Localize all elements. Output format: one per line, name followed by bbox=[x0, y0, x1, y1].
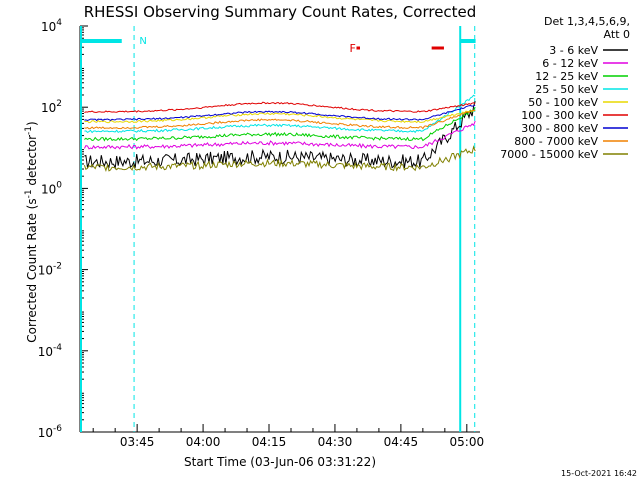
legend-entry-label: 3 - 6 keV bbox=[549, 44, 598, 57]
plot-frame bbox=[79, 26, 480, 433]
flare-label: F bbox=[349, 42, 355, 55]
legend-entry-label: 6 - 12 keV bbox=[542, 57, 598, 70]
series-line-8 bbox=[83, 145, 476, 172]
series-line-3 bbox=[84, 94, 476, 134]
series-line-7 bbox=[84, 109, 476, 130]
legend-entry-label: 50 - 100 keV bbox=[528, 96, 598, 109]
night-label: N bbox=[139, 36, 146, 47]
legend-entry-label: 25 - 50 keV bbox=[535, 83, 598, 96]
series-line-2 bbox=[84, 107, 476, 142]
legend-entry-label: 800 - 7000 keV bbox=[514, 135, 598, 148]
legend-entry-label: 12 - 25 keV bbox=[535, 70, 598, 83]
y-tick-label: 10-6 bbox=[38, 424, 63, 440]
legend-header-line1: Det 1,3,4,5,6,9, bbox=[544, 15, 630, 28]
x-tick-label: 04:00 bbox=[186, 435, 221, 449]
chart-title: RHESSI Observing Summary Count Rates, Co… bbox=[84, 3, 477, 21]
y-axis-label: Corrected Count Rate (s-1 detector-1) bbox=[24, 121, 39, 342]
x-tick-label: 05:00 bbox=[450, 435, 485, 449]
x-tick-label: 04:30 bbox=[318, 435, 353, 449]
legend-header-line2: Att 0 bbox=[604, 28, 630, 41]
footer-date: 15-Oct-2021 16:42 bbox=[561, 469, 637, 478]
x-tick-label: 04:45 bbox=[384, 435, 419, 449]
y-tick-label: 102 bbox=[41, 99, 62, 115]
legend-entry-label: 7000 - 15000 keV bbox=[500, 148, 598, 161]
y-tick-label: 100 bbox=[41, 180, 62, 196]
x-axis-label: Start Time (03-Jun-06 03:31:22) bbox=[184, 455, 376, 469]
series-line-1 bbox=[83, 120, 476, 150]
series-line-4 bbox=[84, 109, 476, 124]
legend-entry-label: 100 - 300 keV bbox=[521, 109, 598, 122]
y-tick-label: 10-4 bbox=[38, 343, 63, 359]
legend-entry-label: 300 - 800 keV bbox=[521, 122, 598, 135]
series-line-5 bbox=[84, 101, 476, 114]
series-line-6 bbox=[84, 104, 476, 122]
y-tick-label: 10-2 bbox=[38, 262, 62, 278]
series-line-0 bbox=[84, 101, 476, 170]
x-tick-label: 04:15 bbox=[252, 435, 287, 449]
y-tick-label: 104 bbox=[41, 18, 62, 34]
x-tick-label: 03:45 bbox=[120, 435, 155, 449]
